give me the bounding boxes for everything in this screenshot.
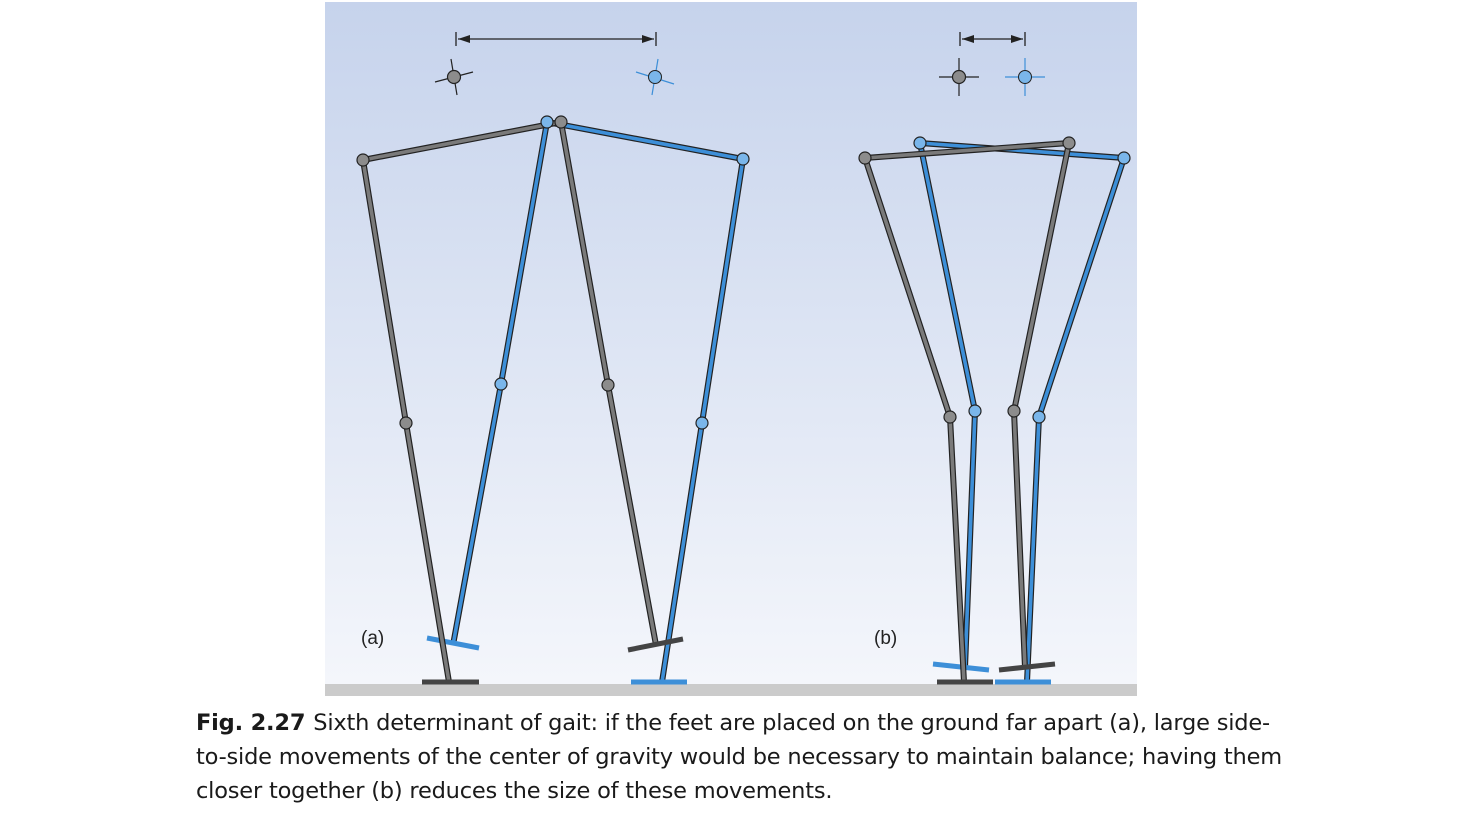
- panel-label-b: (b): [874, 628, 897, 649]
- joints-b: [858, 136, 1131, 424]
- cog-distance-marker-b: [959, 32, 1026, 46]
- center-of-gravity-blue-a: [635, 58, 675, 96]
- gray-foot-b-right: [998, 661, 1056, 673]
- panel-b: (b): [858, 32, 1131, 685]
- background: [325, 2, 1137, 684]
- cog-distance-marker-a: [455, 32, 657, 46]
- panel-label-a: (a): [361, 628, 384, 649]
- ground: [325, 684, 1137, 696]
- caption-text: Sixth determinant of gait: if the feet a…: [196, 710, 1282, 804]
- figure-caption: Fig. 2.27 Sixth determinant of gait: if t…: [196, 706, 1296, 808]
- blue-foot-a-left: [426, 635, 480, 651]
- center-of-gravity-blue-b: [1005, 58, 1045, 96]
- joints-a: [356, 115, 750, 430]
- gait-diagram-svg: (a): [325, 2, 1137, 696]
- center-of-gravity-gray-a: [434, 58, 474, 96]
- panel-a: (a): [356, 32, 750, 685]
- figure-number: Fig. 2.27: [196, 710, 306, 736]
- center-of-gravity-gray-b: [939, 58, 979, 96]
- gray-foot-a-right: [627, 636, 684, 653]
- gait-diagram: (a): [325, 2, 1137, 696]
